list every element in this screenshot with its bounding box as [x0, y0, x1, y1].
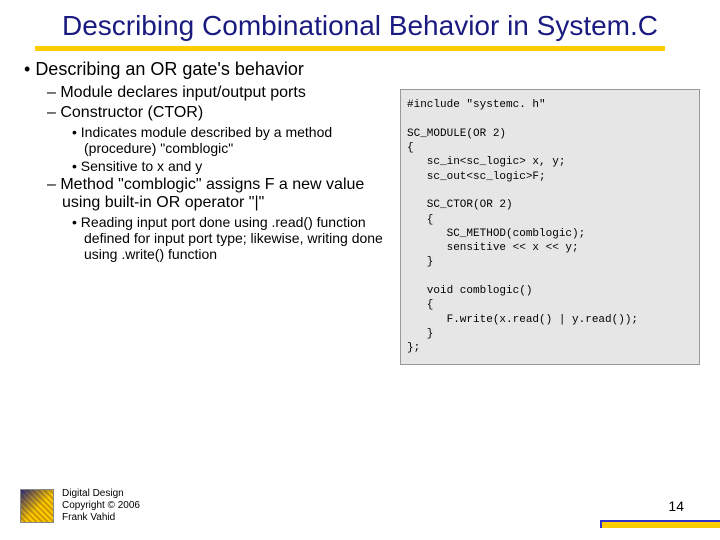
- code-column: #include "systemc. h" SC_MODULE(OR 2) { …: [400, 59, 700, 364]
- footer: Digital Design Copyright © 2006 Frank Va…: [20, 488, 140, 524]
- slide-title: Describing Combinational Behavior in Sys…: [0, 0, 720, 46]
- code-listing: #include "systemc. h" SC_MODULE(OR 2) { …: [400, 89, 700, 364]
- bullet-level3: Indicates module described by a method (…: [84, 124, 400, 156]
- bullet-level2: Constructor (CTOR): [62, 104, 400, 122]
- footer-text: Digital Design Copyright © 2006 Frank Va…: [62, 488, 140, 524]
- bullet-level2: Method "comblogic" assigns F a new value…: [62, 176, 400, 212]
- logo-icon: [20, 489, 54, 523]
- bullet-column: Describing an OR gate's behavior Module …: [20, 59, 400, 364]
- footer-line: Frank Vahid: [62, 512, 140, 524]
- content-area: Describing an OR gate's behavior Module …: [0, 51, 720, 364]
- page-number: 14: [668, 498, 684, 514]
- footer-line: Copyright © 2006: [62, 500, 140, 512]
- accent-bar: [600, 520, 720, 528]
- footer-line: Digital Design: [62, 488, 140, 500]
- bullet-level3: Sensitive to x and y: [84, 158, 400, 174]
- bullet-level1: Describing an OR gate's behavior: [20, 59, 400, 80]
- bullet-level2: Module declares input/output ports: [62, 84, 400, 102]
- bullet-level3: Reading input port done using .read() fu…: [84, 214, 400, 262]
